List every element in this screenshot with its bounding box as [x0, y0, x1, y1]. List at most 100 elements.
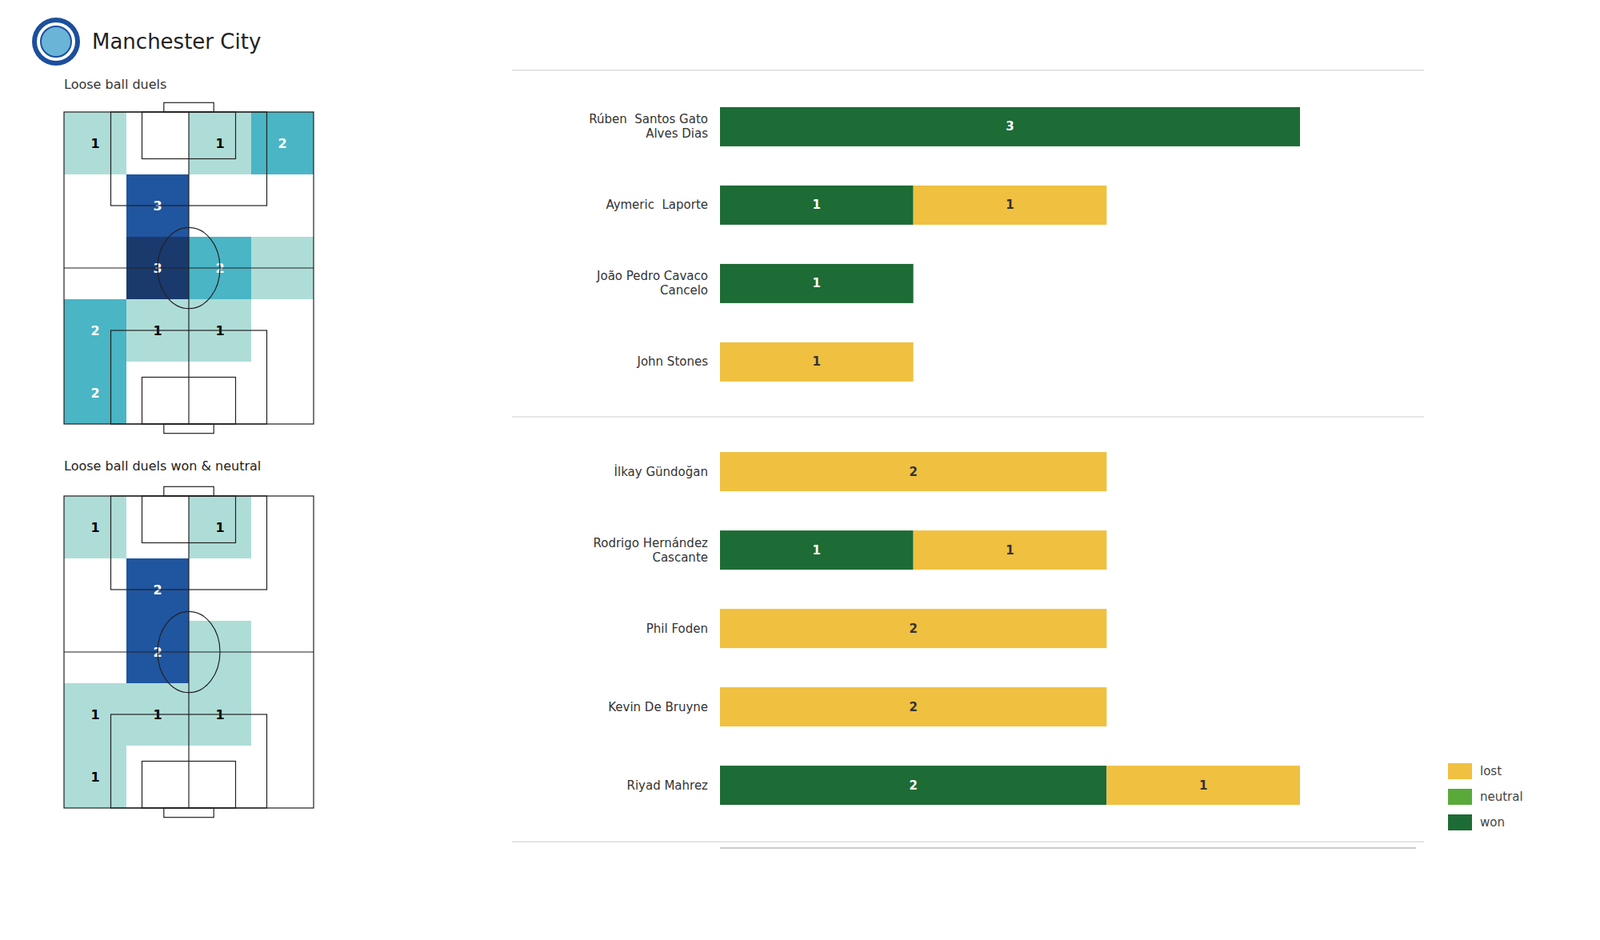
- logo-center: [40, 26, 72, 57]
- pitch-goal-box: [142, 761, 236, 809]
- pitch-lines: [64, 102, 314, 433]
- pitch-goal: [164, 486, 214, 496]
- legend-swatch: [1448, 763, 1472, 780]
- bars: [720, 107, 1300, 805]
- chart: Manchester CityLoose ball duels112332211…: [0, 0, 1600, 940]
- heatmap-cell: [64, 112, 127, 175]
- category-label: Phil Foden: [646, 621, 708, 636]
- bar-segment: [913, 530, 1108, 570]
- heatmap-cell: [188, 112, 252, 175]
- bar-label: 1: [812, 276, 821, 291]
- cell-label: 2: [277, 136, 287, 152]
- pitch-goal-box: [142, 377, 236, 425]
- heatmap-cell: [188, 496, 252, 559]
- separator-line: [512, 416, 1424, 418]
- bar-labels: 3 1 1 1 1 2 1 1 2 2 2 1: [812, 119, 1208, 792]
- cell-label: 1: [90, 707, 100, 723]
- heatmap-cell: [126, 496, 189, 559]
- heatmap-cell: [188, 745, 252, 808]
- pitch-penalty-box: [111, 112, 268, 206]
- separator-line: [512, 69, 1424, 71]
- pitch-penalty-box: [111, 714, 268, 808]
- category-label: Aymeric Laporte: [605, 197, 708, 212]
- heatmap-cell: [251, 745, 314, 808]
- pitch-penalty-box: [111, 330, 268, 424]
- heatmap-cell: [126, 361, 189, 424]
- legend: lost neutral won: [1448, 763, 1524, 831]
- background: [0, 0, 1600, 940]
- heatmap: [64, 496, 314, 808]
- pitch-goal: [164, 424, 214, 434]
- bar-segment: [720, 608, 1107, 648]
- category-label: Rodrigo HernándezCascante: [593, 536, 709, 565]
- bar-label: 2: [908, 778, 917, 793]
- heatmap-cell: [251, 496, 314, 559]
- bar-label: 1: [812, 543, 821, 558]
- cell-label: 2: [90, 385, 100, 401]
- cell-label: 1: [90, 520, 100, 536]
- heatmap-cell: [64, 361, 127, 424]
- separators: [512, 70, 1424, 842]
- bar-segment: [913, 185, 1108, 225]
- heatmap-cell: [251, 112, 314, 175]
- category-label: Rúben Santos GatoAlves Dias: [588, 112, 708, 141]
- bar-label: 1: [1005, 543, 1014, 558]
- cell-label: 1: [215, 136, 224, 152]
- cell-label: 1: [215, 520, 224, 536]
- category-label: João Pedro CavacoCancelo: [596, 268, 708, 298]
- pitch-penalty-box: [111, 496, 268, 590]
- pitch-border: [64, 112, 314, 424]
- heatmap: [64, 112, 314, 424]
- subtitle: Loose ball duels: [64, 76, 167, 92]
- title: Loose ball duels won & neutral: [64, 458, 261, 474]
- legend-swatch: [1448, 814, 1472, 831]
- bar-label: 3: [1005, 119, 1014, 134]
- pitch-circle: [157, 227, 220, 308]
- bar-segment: [720, 264, 914, 304]
- bar-segment: [720, 107, 1300, 147]
- bar-segment: [720, 342, 914, 382]
- heatmap-cell: [64, 496, 127, 559]
- pitch-goal: [164, 102, 214, 112]
- bar-segment: [1106, 765, 1300, 805]
- pitch-circle: [157, 611, 220, 692]
- bar-segment: [720, 530, 914, 570]
- legend-label: won: [1480, 815, 1505, 830]
- bar-label: 1: [812, 354, 821, 369]
- pitch-goal-box: [142, 496, 236, 544]
- category-label: İlkay Gündoğan: [614, 464, 708, 480]
- legend-label: lost: [1480, 764, 1502, 779]
- heatmap-cell: [64, 745, 127, 808]
- heatmap-cell: [126, 745, 189, 808]
- cell-label: 1: [90, 136, 100, 152]
- pitch-goal-box: [142, 112, 236, 160]
- x-axis-line: [720, 848, 1416, 849]
- category-labels: Rúben Santos GatoAlves Dias Aymeric Lapor…: [588, 112, 708, 792]
- logo: [32, 17, 80, 66]
- heatmap-cell: [251, 361, 314, 424]
- category-label: Riyad Mahrez: [626, 778, 708, 793]
- bar-label: 2: [908, 700, 917, 715]
- cell-label: 2: [90, 323, 100, 339]
- cell-label: 1: [90, 769, 100, 785]
- bar-segment: [720, 765, 1107, 805]
- logo-ring: [32, 17, 80, 66]
- heatmap-cell: [188, 361, 252, 424]
- bar-label: 1: [812, 197, 821, 212]
- bar-segment: [720, 452, 1107, 492]
- bar-label: 1: [1199, 778, 1208, 793]
- heatmap-cell: [126, 112, 189, 175]
- bar-segment: [720, 185, 914, 225]
- pitch-border: [64, 496, 314, 808]
- legend-label: neutral: [1480, 789, 1524, 804]
- bar-segment: [720, 687, 1107, 727]
- category-label: Kevin De Bruyne: [608, 700, 708, 715]
- pitch-goal: [164, 808, 214, 818]
- legend-swatch: [1448, 788, 1472, 805]
- category-label: John Stones: [636, 354, 708, 369]
- bar-label: 1: [1005, 197, 1014, 212]
- separator-line: [512, 841, 1424, 843]
- title: Manchester City: [92, 29, 261, 54]
- bar-label: 2: [908, 464, 917, 480]
- bar-label: 2: [908, 621, 917, 636]
